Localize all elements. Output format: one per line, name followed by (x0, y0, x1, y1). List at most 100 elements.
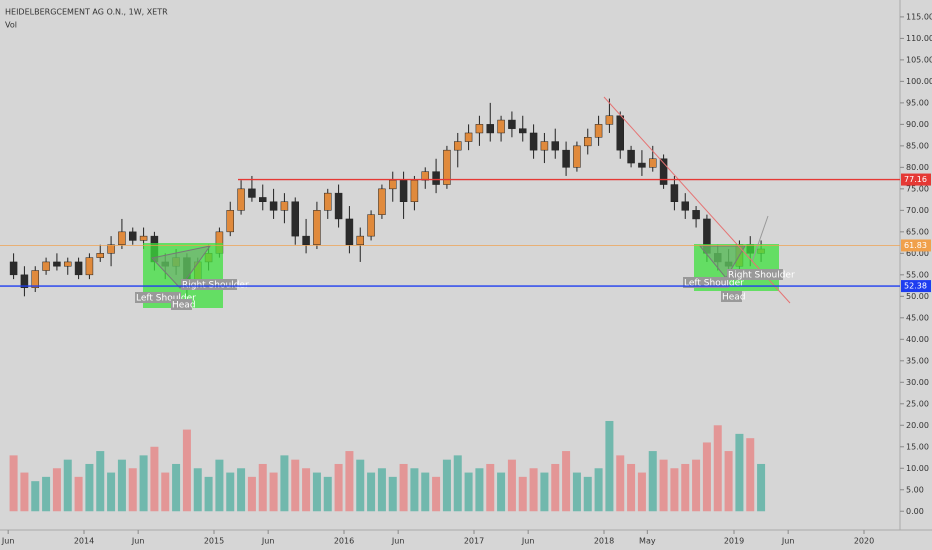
label-box (171, 299, 192, 310)
volume-bar (96, 451, 105, 512)
volume-bar (388, 476, 397, 512)
annotation: Left Shoulder (684, 279, 744, 289)
volume-bar (702, 442, 711, 512)
volume-bar (215, 459, 224, 512)
candle-body (226, 210, 234, 233)
price-tag (901, 239, 931, 252)
volume-bar (757, 463, 766, 512)
y-tick-label: 50.00 (906, 292, 929, 301)
volume-bar (258, 463, 267, 512)
candle-body (107, 244, 115, 254)
candle-body (20, 274, 29, 288)
price-tag-label: 77.16 (904, 175, 927, 184)
volume-bar (594, 468, 603, 512)
candle-body (129, 231, 137, 241)
y-tick-label: 35.00 (906, 356, 929, 365)
volume-bar (193, 468, 202, 512)
y-tick-label: 95.00 (906, 98, 929, 107)
volume-bar (442, 459, 451, 512)
volume-bar (399, 463, 408, 512)
candle-body (356, 235, 364, 245)
volume-bar (637, 472, 646, 512)
volume-bar (540, 472, 549, 512)
volume-bar (74, 476, 83, 512)
volume-bar (432, 476, 441, 512)
annotation: Head (172, 301, 196, 311)
candle-body (616, 115, 624, 151)
volume-bar (291, 459, 300, 512)
volume-bar (648, 451, 657, 512)
x-tick-label: 2019 (724, 537, 744, 546)
volume-bar (616, 455, 625, 512)
candle-body (345, 218, 354, 245)
volume-bar (323, 476, 332, 512)
label-box (727, 269, 783, 280)
projection-line (751, 215, 769, 263)
candle-body (454, 141, 462, 151)
volume-bar (497, 472, 506, 512)
volume-bar (42, 476, 51, 512)
volume-bar (161, 472, 170, 512)
volume-bar (583, 476, 592, 512)
candle-body (302, 235, 310, 245)
candle-body (85, 257, 94, 276)
volume-bar (334, 463, 343, 512)
candle-body (410, 179, 419, 202)
chart-subtitle: Vol (5, 21, 17, 30)
volume-bar (681, 463, 690, 512)
volume-bar (377, 468, 386, 512)
volume-bar (226, 472, 235, 512)
y-tick-label: 60.00 (906, 249, 929, 258)
volume-bar (507, 459, 516, 512)
x-tick-label: May (639, 537, 656, 546)
x-tick-label: Jun (391, 537, 405, 546)
candle-body (681, 201, 689, 211)
y-tick-label: 30.00 (906, 378, 929, 387)
candle-body (334, 192, 343, 220)
volume-bar (52, 468, 61, 512)
volume-bar (302, 468, 311, 512)
volume-bar (139, 455, 148, 512)
volume-bar (551, 463, 560, 512)
candle-body (475, 124, 484, 134)
y-tick-label: 0.00 (906, 507, 924, 516)
candle-body (64, 261, 72, 267)
candle-body (9, 261, 18, 276)
candle-body (649, 158, 657, 168)
candle-body (280, 201, 289, 211)
candle-body (96, 253, 104, 258)
y-tick-label: 45.00 (906, 313, 929, 322)
volume-bar (453, 455, 462, 512)
y-tick-label: 65.00 (906, 227, 929, 236)
candle-body (378, 188, 386, 215)
candle-body (432, 171, 440, 185)
y-tick-label: 90.00 (906, 120, 929, 129)
drawings: Left Shoulder Head Right Shoulder Left S… (135, 96, 795, 311)
volume-bar (280, 455, 289, 512)
trend-line (603, 96, 791, 304)
label-box (683, 277, 729, 288)
y-tick-label: 80.00 (906, 163, 929, 172)
candle-body (269, 201, 278, 211)
volume-bar (150, 446, 159, 512)
plot (9, 98, 766, 512)
candle-body (324, 192, 332, 211)
volume-bar (85, 463, 94, 512)
volume-bar (529, 468, 538, 512)
volume-bar (572, 472, 581, 512)
volume-bar (464, 472, 473, 512)
y-tick-label: 75.00 (906, 184, 929, 193)
candle-body (519, 128, 527, 134)
candle-body (399, 179, 408, 202)
volume-bar (172, 463, 181, 512)
candle-body (367, 214, 375, 237)
volume-bar (20, 472, 29, 512)
candle-body (573, 145, 581, 168)
candle-body (584, 137, 592, 147)
volume-bar (659, 459, 668, 512)
y-tick-label: 25.00 (906, 399, 929, 408)
y-tick-label: 105.00 (906, 55, 932, 64)
candle-body (248, 188, 256, 198)
candle-body (53, 261, 61, 267)
